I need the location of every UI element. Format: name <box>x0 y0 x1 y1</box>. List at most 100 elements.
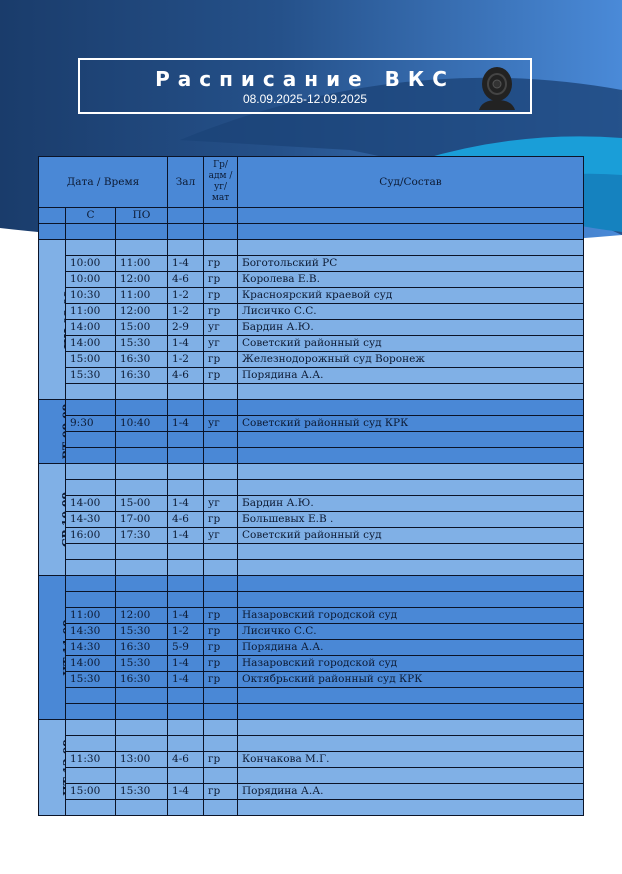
empty-row <box>39 703 584 720</box>
time-to: 16:30 <box>114 671 169 688</box>
time-from <box>65 447 116 464</box>
table-row: 16:00 17:30 1-4 уг Советский районный суд <box>39 527 584 544</box>
time-to: 17-00 <box>114 511 169 528</box>
day-label-text: ПН 08.09 <box>62 289 66 350</box>
time-from <box>65 559 116 576</box>
time-from: 11:30 <box>65 751 116 768</box>
time-from <box>65 399 116 416</box>
empty-row: ВТ 09.09 <box>38 399 584 464</box>
day-label-text: ПТ 12.09 <box>60 739 66 796</box>
hall <box>167 703 205 720</box>
time-from: 14:30 <box>65 639 116 656</box>
time-from: 10:00 <box>65 271 116 288</box>
court <box>237 735 584 752</box>
time-to <box>114 479 169 496</box>
court <box>237 703 584 720</box>
time-from: 14:00 <box>65 319 116 336</box>
hall <box>167 687 205 704</box>
court: Королева Е.В. <box>237 271 584 288</box>
empty-row <box>39 447 584 464</box>
court: Порядина А.А. <box>237 639 584 656</box>
period: 08.09.2025-12.09.2025 <box>242 92 368 106</box>
time-to: 16:30 <box>114 639 169 656</box>
title-banner: Расписание ВКС 08.09.2025-12.09.2025 <box>78 58 532 114</box>
table-row: 11:30 13:00 4-6 гр Кончакова М.Г. <box>39 751 584 768</box>
case-type: гр <box>203 671 239 688</box>
time-to: 16:30 <box>114 367 169 384</box>
hall: 1-4 <box>167 415 205 432</box>
time-to: 12:00 <box>114 303 169 320</box>
time-to <box>114 735 169 752</box>
empty-row <box>39 479 584 496</box>
table-row: 14:00 15:30 1-4 уг Советский районный суд <box>39 335 584 352</box>
case-type: гр <box>203 511 239 528</box>
time-from: 14:30 <box>65 623 116 640</box>
subheader-row: С ПО <box>38 207 584 224</box>
court: Порядина А.А. <box>237 367 584 384</box>
time-to: 17:30 <box>114 527 169 544</box>
hall <box>167 591 205 608</box>
court: Назаровский городской суд <box>237 607 584 624</box>
time-from <box>65 575 116 592</box>
court <box>237 383 584 400</box>
hall <box>167 767 205 784</box>
time-from <box>65 735 116 752</box>
table-row: 11:00 12:00 1-4 гр Назаровский городской суд <box>39 607 584 624</box>
court: Советский районный суд <box>237 527 584 544</box>
table-row: 14-30 17-00 4-6 гр Большевых Е.В . <box>39 511 584 528</box>
time-to: 12:00 <box>114 607 169 624</box>
table-row: 10:00 12:00 4-6 гр Королева Е.В. <box>39 271 584 288</box>
day-label: СР 10.09 <box>38 463 66 576</box>
court: Советский районный суд КРК <box>237 415 584 432</box>
court: Лисичко С.С. <box>237 303 584 320</box>
case-type: гр <box>203 287 239 304</box>
court: Лисичко С.С. <box>237 623 584 640</box>
court: Железнодорожный суд Воронеж <box>237 351 584 368</box>
table-row: 14:00 15:30 1-4 гр Назаровский городской суд <box>39 655 584 672</box>
court: Бардин А.Ю. <box>237 319 584 336</box>
time-to <box>114 575 169 592</box>
time-to: 15:30 <box>114 335 169 352</box>
court: Советский районный суд <box>237 335 584 352</box>
time-to: 13:00 <box>114 751 169 768</box>
hall <box>167 383 205 400</box>
page-title: Расписание ВКС <box>155 67 455 91</box>
hall: 1-2 <box>167 287 205 304</box>
time-to <box>114 463 169 480</box>
case-type: гр <box>203 367 239 384</box>
case-type <box>203 447 239 464</box>
hall: 2-9 <box>167 319 205 336</box>
court <box>237 799 584 816</box>
court: Большевых Е.В . <box>237 511 584 528</box>
court <box>237 687 584 704</box>
schedule-table: Дата / Время Зал Гр/ адм /уг/ мат Суд/Со… <box>37 156 584 816</box>
case-type: уг <box>203 415 239 432</box>
table-row: 14:00 15:00 2-9 уг Бардин А.Ю. <box>39 319 584 336</box>
time-from <box>65 719 116 736</box>
time-from <box>65 239 116 256</box>
time-to <box>114 399 169 416</box>
case-type: гр <box>203 751 239 768</box>
court: Кончакова М.Г. <box>237 751 584 768</box>
time-from <box>65 383 116 400</box>
hall <box>167 463 205 480</box>
empty-row: ПТ 12.09 <box>38 719 584 816</box>
time-from: 9:30 <box>65 415 116 432</box>
time-from <box>65 543 116 560</box>
empty-row <box>39 543 584 560</box>
case-type <box>203 383 239 400</box>
case-type: гр <box>203 655 239 672</box>
table-row: 9:30 10:40 1-4 уг Советский районный суд КРК <box>39 415 584 432</box>
time-to <box>114 447 169 464</box>
hall: 1-4 <box>167 783 205 800</box>
hall <box>167 543 205 560</box>
case-type: уг <box>203 335 239 352</box>
case-type <box>203 767 239 784</box>
time-from: 15:30 <box>65 367 116 384</box>
time-to: 11:00 <box>114 287 169 304</box>
table-row: 14:30 15:30 1-2 гр Лисичко С.С. <box>39 623 584 640</box>
time-from <box>65 479 116 496</box>
empty-row: ПН 08.09 <box>38 239 584 400</box>
case-type <box>203 799 239 816</box>
hall: 1-2 <box>167 303 205 320</box>
